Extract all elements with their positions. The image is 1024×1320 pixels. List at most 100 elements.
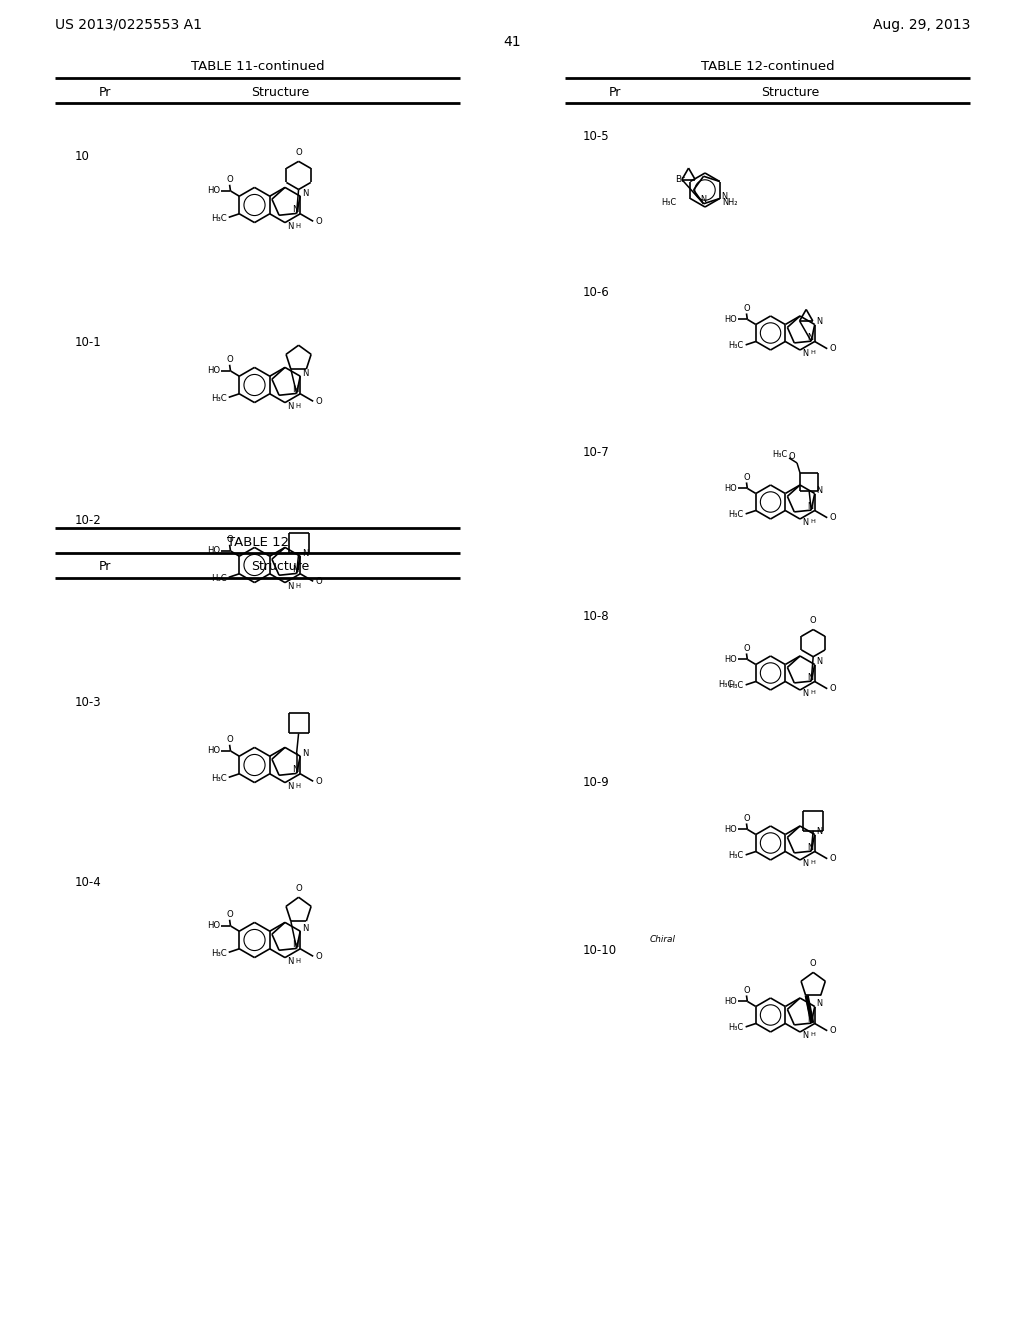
Text: N: N <box>287 582 294 591</box>
Text: H₃C: H₃C <box>211 774 227 783</box>
Text: N: N <box>302 370 308 378</box>
Text: O: O <box>226 735 233 744</box>
Text: N: N <box>302 924 308 933</box>
Text: Br: Br <box>676 176 685 183</box>
Text: O: O <box>315 952 323 961</box>
Text: H: H <box>810 350 815 355</box>
Text: HO: HO <box>207 186 220 195</box>
Text: H₃C: H₃C <box>211 393 227 403</box>
Text: HO: HO <box>207 367 220 375</box>
Text: N: N <box>807 843 813 853</box>
Text: H: H <box>295 223 300 228</box>
Text: N: N <box>802 689 808 698</box>
Text: O: O <box>829 1026 837 1035</box>
Text: N: N <box>287 401 294 411</box>
Text: N: N <box>293 940 299 949</box>
Text: O: O <box>226 174 233 183</box>
Text: N: N <box>816 317 822 326</box>
Text: H₃C: H₃C <box>729 1023 743 1032</box>
Text: N: N <box>287 222 294 231</box>
Text: N: N <box>293 766 299 775</box>
Text: O: O <box>743 813 750 822</box>
Text: N: N <box>807 333 813 342</box>
Text: Pr: Pr <box>98 86 112 99</box>
Text: N: N <box>807 1015 813 1024</box>
Text: Pr: Pr <box>98 561 112 573</box>
Text: N: N <box>700 195 707 205</box>
Text: N: N <box>302 748 308 758</box>
Text: N: N <box>802 350 808 358</box>
Text: TABLE 12-continued: TABLE 12-continued <box>701 61 835 74</box>
Text: N: N <box>722 191 728 201</box>
Text: H₃C: H₃C <box>211 214 227 223</box>
Text: 10-2: 10-2 <box>75 513 101 527</box>
Text: HO: HO <box>207 921 220 931</box>
Text: HO: HO <box>207 746 220 755</box>
Text: O: O <box>743 304 750 313</box>
Text: H: H <box>810 1032 815 1038</box>
Text: O: O <box>315 397 323 405</box>
Text: O: O <box>226 535 233 544</box>
Text: H: H <box>810 861 815 865</box>
Text: H: H <box>810 690 815 696</box>
Text: O: O <box>226 909 233 919</box>
Text: Pr: Pr <box>609 86 622 99</box>
Text: H₃C: H₃C <box>211 574 227 582</box>
Text: H₃C: H₃C <box>719 680 734 689</box>
Text: HO: HO <box>207 546 220 556</box>
Text: N: N <box>816 828 822 837</box>
Text: O: O <box>829 854 837 863</box>
Text: N: N <box>293 385 299 395</box>
Text: O: O <box>743 473 750 482</box>
Text: HO: HO <box>724 997 737 1006</box>
Text: 10-8: 10-8 <box>583 610 609 623</box>
Text: N: N <box>302 189 308 198</box>
Text: 10: 10 <box>75 150 90 164</box>
Text: O: O <box>829 345 837 354</box>
Text: Structure: Structure <box>251 86 309 99</box>
Text: HO: HO <box>724 655 737 664</box>
Text: O: O <box>315 776 323 785</box>
Text: N: N <box>807 673 813 682</box>
Text: HO: HO <box>724 825 737 834</box>
Text: O: O <box>810 960 816 968</box>
Text: N: N <box>816 487 822 495</box>
Text: TABLE 11-continued: TABLE 11-continued <box>191 61 325 74</box>
Text: N: N <box>293 565 299 574</box>
Text: H₃C: H₃C <box>729 511 743 519</box>
Text: H₃C: H₃C <box>662 198 676 207</box>
Text: H: H <box>295 957 300 964</box>
Text: N: N <box>802 519 808 527</box>
Text: H: H <box>295 783 300 788</box>
Text: N: N <box>287 781 294 791</box>
Text: H₃C: H₃C <box>729 851 743 861</box>
Text: N: N <box>287 957 294 966</box>
Text: H₃C: H₃C <box>772 450 787 459</box>
Text: H: H <box>295 582 300 589</box>
Text: O: O <box>315 577 323 586</box>
Text: N: N <box>816 657 822 667</box>
Text: O: O <box>295 148 302 157</box>
Text: O: O <box>829 513 837 523</box>
Text: O: O <box>743 644 750 652</box>
Text: H: H <box>810 519 815 524</box>
Text: 41: 41 <box>503 36 521 49</box>
Text: N: N <box>293 206 299 214</box>
Text: Aug. 29, 2013: Aug. 29, 2013 <box>872 18 970 32</box>
Text: US 2013/0225553 A1: US 2013/0225553 A1 <box>55 18 202 32</box>
Text: 10-7: 10-7 <box>583 446 609 458</box>
Text: Chiral: Chiral <box>650 936 676 945</box>
Text: 10-1: 10-1 <box>75 337 101 350</box>
Text: 10-6: 10-6 <box>583 286 609 300</box>
Text: O: O <box>810 616 816 626</box>
Text: H₃C: H₃C <box>729 342 743 350</box>
Text: O: O <box>788 453 795 462</box>
Text: O: O <box>829 684 837 693</box>
Text: 10-10: 10-10 <box>583 944 617 957</box>
Text: N: N <box>816 999 822 1008</box>
Text: 10-5: 10-5 <box>583 131 609 144</box>
Text: HO: HO <box>724 484 737 492</box>
Text: H₃C: H₃C <box>729 681 743 690</box>
Text: Structure: Structure <box>251 561 309 573</box>
Text: NH₂: NH₂ <box>723 198 738 207</box>
